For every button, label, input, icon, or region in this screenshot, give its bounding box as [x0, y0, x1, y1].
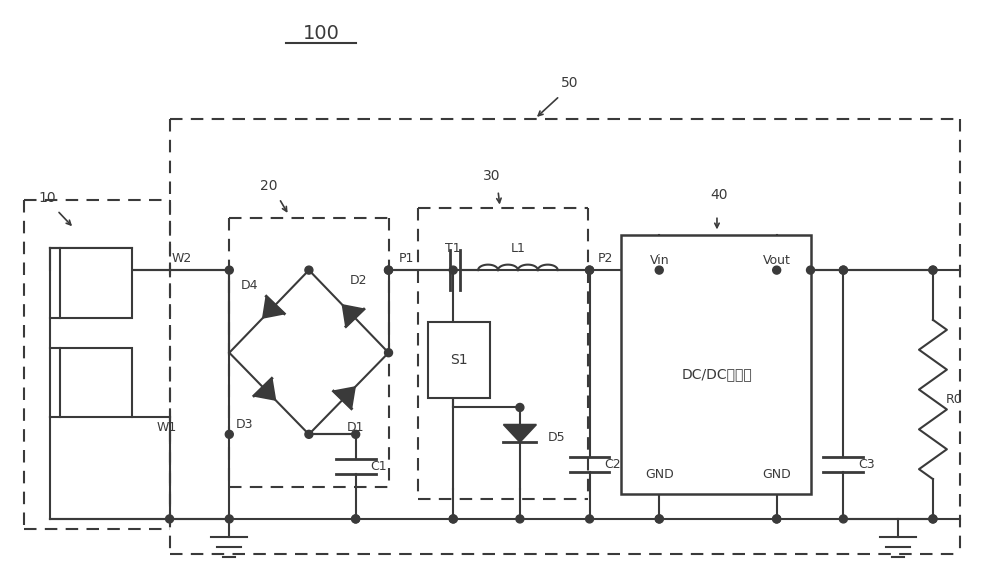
Circle shape [839, 515, 847, 523]
Circle shape [655, 515, 663, 523]
Text: Vout: Vout [763, 254, 791, 266]
Text: S1: S1 [450, 353, 468, 367]
Bar [60, 348, 132, 417]
Text: 40: 40 [710, 188, 728, 203]
Circle shape [449, 515, 457, 523]
Text: D2: D2 [350, 274, 367, 286]
Circle shape [352, 430, 360, 438]
Text: P1: P1 [398, 252, 414, 265]
Text: GND: GND [645, 468, 674, 481]
Circle shape [225, 430, 233, 438]
Circle shape [929, 266, 937, 274]
Circle shape [773, 515, 781, 523]
Text: C2: C2 [605, 458, 621, 471]
Circle shape [352, 515, 360, 523]
Circle shape [225, 266, 233, 274]
Polygon shape [263, 296, 284, 318]
Text: L1: L1 [510, 242, 525, 255]
Circle shape [385, 349, 393, 357]
Text: R0: R0 [946, 393, 963, 406]
Circle shape [166, 515, 174, 523]
Text: W2: W2 [172, 252, 192, 265]
Circle shape [586, 266, 594, 274]
Circle shape [929, 515, 937, 523]
Circle shape [516, 403, 524, 411]
Bar [60, 248, 132, 318]
Bar [621, 235, 811, 494]
Bar [428, 322, 490, 397]
Text: D1: D1 [347, 421, 364, 434]
Text: 20: 20 [260, 178, 278, 193]
Circle shape [225, 515, 233, 523]
Polygon shape [503, 424, 536, 442]
Text: 30: 30 [483, 168, 501, 183]
Circle shape [305, 430, 313, 438]
Circle shape [929, 266, 937, 274]
Polygon shape [343, 305, 364, 326]
Polygon shape [254, 379, 275, 400]
Circle shape [773, 515, 781, 523]
Text: T1: T1 [445, 242, 461, 255]
Circle shape [352, 515, 360, 523]
Polygon shape [333, 387, 355, 409]
Circle shape [449, 515, 457, 523]
Text: Vin: Vin [649, 254, 669, 266]
Text: DC/DC转换器: DC/DC转换器 [682, 367, 752, 382]
Circle shape [385, 266, 393, 274]
Text: W1: W1 [157, 421, 177, 434]
Text: GND: GND [762, 468, 791, 481]
Circle shape [807, 266, 815, 274]
Text: D3: D3 [235, 418, 253, 431]
Text: 50: 50 [561, 76, 578, 90]
Circle shape [586, 266, 594, 274]
Text: C3: C3 [858, 458, 875, 471]
Circle shape [385, 266, 393, 274]
Circle shape [586, 515, 594, 523]
Circle shape [305, 266, 313, 274]
Text: D4: D4 [240, 279, 258, 292]
Text: C1: C1 [371, 460, 387, 473]
Circle shape [516, 515, 524, 523]
Text: P2: P2 [598, 252, 613, 265]
Circle shape [929, 515, 937, 523]
Text: 100: 100 [302, 23, 339, 43]
Circle shape [655, 515, 663, 523]
Circle shape [773, 266, 781, 274]
Circle shape [655, 266, 663, 274]
Text: 10: 10 [38, 191, 56, 205]
Circle shape [839, 266, 847, 274]
Text: D5: D5 [548, 431, 565, 444]
Circle shape [839, 266, 847, 274]
Circle shape [449, 266, 457, 274]
